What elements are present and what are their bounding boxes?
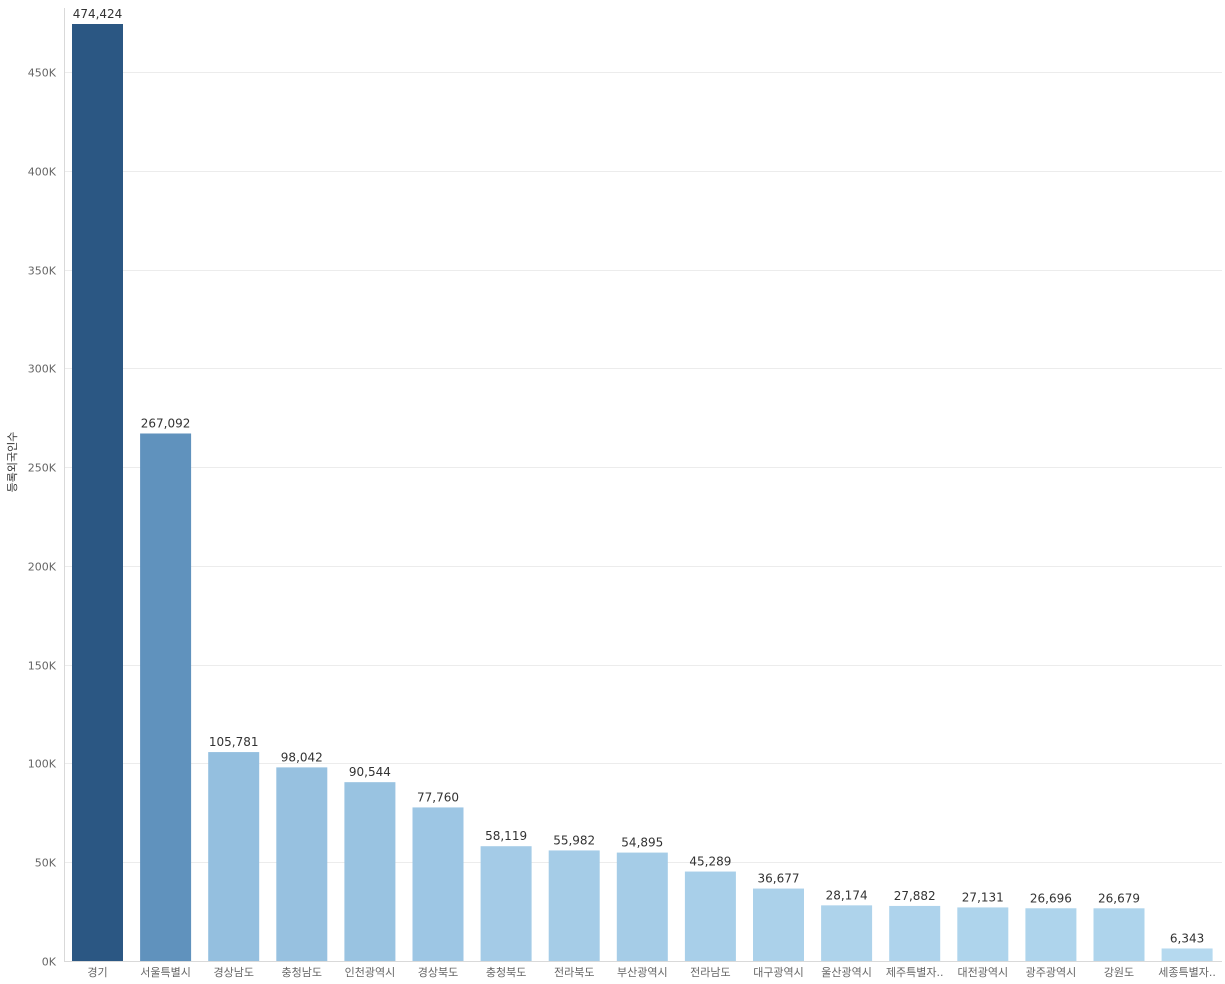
x-tick-label: 경상남도 [213, 966, 253, 979]
bar [1025, 908, 1077, 961]
y-tick-label: 0K [42, 956, 57, 969]
value-label: 77,760 [417, 790, 459, 804]
bar [821, 905, 873, 961]
bar [889, 905, 941, 961]
value-label: 267,092 [141, 416, 191, 430]
bar [208, 752, 260, 961]
y-tick-label: 200K [28, 561, 57, 574]
y-tick-label: 100K [28, 758, 57, 771]
value-label: 54,895 [621, 836, 663, 850]
value-labels: 474,424 267,092 105,781 98,042 90,544 77,760 5… [73, 7, 1205, 945]
x-tick-label: 서울특별시 [140, 966, 191, 979]
x-tick-label: 충청북도 [486, 966, 526, 979]
x-tick-label: 충청남도 [282, 966, 322, 979]
value-label: 58,119 [485, 829, 527, 843]
bar [1161, 948, 1213, 961]
x-tick-label: 대전광역시 [957, 966, 1008, 979]
y-tick-label: 350K [28, 265, 57, 278]
bar [957, 907, 1009, 961]
x-tick-label: 부산광역시 [617, 966, 668, 979]
bars [72, 24, 1213, 961]
value-label: 26,696 [1030, 891, 1072, 905]
value-label: 98,042 [281, 750, 323, 764]
bar [276, 767, 328, 961]
x-tick-label: 강원도 [1104, 966, 1134, 979]
bar [72, 24, 123, 961]
bar [1093, 908, 1145, 961]
y-tick-label: 450K [28, 67, 57, 80]
value-label: 27,131 [962, 890, 1004, 904]
value-label: 90,544 [349, 765, 391, 779]
bar [753, 888, 804, 961]
x-tick-label: 경상북도 [418, 966, 458, 979]
y-tick-label: 50K [35, 857, 57, 870]
bar [548, 850, 600, 961]
y-tick-label: 250K [28, 462, 57, 475]
value-label: 45,289 [689, 855, 731, 869]
bar [616, 852, 668, 961]
value-label: 55,982 [553, 833, 595, 847]
bar [684, 871, 736, 961]
x-tick-label: 울산광역시 [821, 966, 872, 979]
value-label: 27,882 [894, 889, 936, 903]
x-tick-label: 대구광역시 [753, 966, 804, 979]
y-tick-label: 400K [28, 166, 57, 179]
value-label: 36,677 [758, 872, 800, 886]
bar [480, 846, 532, 961]
y-tick-label: 300K [28, 363, 57, 376]
value-label: 26,679 [1098, 891, 1140, 905]
y-tick-label: 150K [28, 660, 57, 673]
bar [140, 433, 192, 961]
value-label: 105,781 [209, 735, 259, 749]
x-tick-label: 세종특별자.. [1158, 966, 1216, 979]
y-axis-ticks: 0K 50K 100K 150K 200K 250K 300K 350K 400K 450K [28, 67, 57, 969]
value-label: 474,424 [73, 7, 123, 21]
x-tick-label: 인천광역시 [345, 965, 396, 979]
value-label: 28,174 [826, 888, 868, 902]
x-tick-label: 전라북도 [554, 966, 594, 979]
x-tick-label: 제주특별자.. [886, 966, 944, 979]
x-tick-label: 전라남도 [690, 966, 730, 979]
value-label: 6,343 [1170, 931, 1204, 945]
x-tick-label: 경기 [87, 966, 107, 979]
x-axis-ticks: 경기 서울특별시 경상남도 충청남도 인천광역시 경상북도 충청북도 전라북도 부산광역시 전라남… [87, 965, 1216, 979]
bar [344, 782, 396, 961]
bar [412, 807, 464, 961]
x-tick-label: 광주광역시 [1026, 966, 1077, 979]
